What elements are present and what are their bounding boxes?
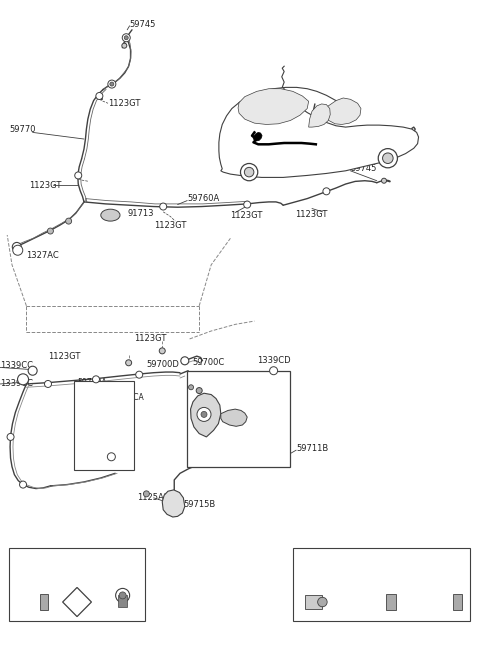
Circle shape [48,228,53,234]
Text: 1123GV: 1123GV [17,561,46,567]
Circle shape [160,203,167,210]
Bar [453,594,462,610]
Bar [118,595,127,607]
Circle shape [144,491,149,497]
Polygon shape [309,104,330,127]
Circle shape [18,374,28,385]
Bar [9,548,145,621]
Circle shape [66,218,72,224]
Text: 1125AL: 1125AL [428,561,454,567]
Circle shape [323,188,330,195]
Polygon shape [191,393,221,437]
Circle shape [244,201,251,208]
Polygon shape [325,98,361,124]
Circle shape [122,34,130,42]
Circle shape [28,366,37,375]
Text: 1123GT: 1123GT [230,211,263,220]
Polygon shape [162,490,185,517]
Text: 44375: 44375 [74,393,99,402]
Circle shape [382,178,386,183]
Text: 1125KB: 1125KB [368,561,395,567]
Text: 59745: 59745 [350,164,377,173]
Circle shape [116,589,130,602]
Bar [293,548,470,621]
Text: 1123GT: 1123GT [48,352,80,361]
Text: 59700C: 59700C [192,358,224,367]
Bar [386,594,396,610]
Text: 59715B: 59715B [184,500,216,509]
Circle shape [110,82,114,86]
Text: 1339CC: 1339CC [0,379,33,388]
Text: 1339CC: 1339CC [0,361,33,370]
Text: 59770: 59770 [10,124,36,134]
Circle shape [159,348,165,354]
Ellipse shape [101,209,120,221]
Text: 1231DB: 1231DB [192,371,226,381]
Polygon shape [238,89,309,124]
Text: 1339CD: 1339CD [257,356,290,365]
Circle shape [108,80,116,88]
Circle shape [201,411,207,418]
Circle shape [7,434,14,440]
Text: 1123GT: 1123GT [295,210,327,219]
Circle shape [270,367,277,375]
Circle shape [383,153,393,164]
Circle shape [181,357,189,365]
Text: 1123GT: 1123GT [108,99,140,109]
Circle shape [126,359,132,366]
Text: 83397: 83397 [66,561,88,567]
Text: 93830: 93830 [111,561,134,567]
Circle shape [75,172,82,179]
Bar [74,381,134,470]
Text: 1123GT: 1123GT [134,334,167,344]
Circle shape [124,36,128,40]
Text: 1123GT: 1123GT [154,220,186,230]
Text: 1351CA: 1351CA [114,393,144,402]
Text: 1731JF: 1731JF [311,561,335,567]
Polygon shape [221,409,247,426]
Circle shape [197,407,211,422]
Text: 93250D: 93250D [192,381,225,390]
Circle shape [196,387,202,394]
Circle shape [96,93,103,99]
Circle shape [13,245,23,256]
Circle shape [108,453,115,461]
Circle shape [119,592,126,599]
Text: 1125AK: 1125AK [137,493,169,502]
Text: 91713: 91713 [127,209,154,218]
Text: 59745: 59745 [130,20,156,29]
Circle shape [12,242,21,252]
Circle shape [93,376,99,383]
Text: 59760A: 59760A [187,194,219,203]
Polygon shape [219,97,419,177]
Polygon shape [253,132,262,141]
Circle shape [20,481,26,488]
Circle shape [122,43,127,48]
Circle shape [136,371,143,378]
Circle shape [378,148,397,168]
Circle shape [45,381,51,387]
Circle shape [189,385,193,390]
Text: 1123GT: 1123GT [29,181,61,190]
Text: 59750A: 59750A [78,378,108,387]
Text: 59700D: 59700D [146,359,179,369]
Bar [305,594,323,609]
Text: 1327AC: 1327AC [26,251,59,260]
Circle shape [244,167,254,177]
Circle shape [318,597,327,607]
Circle shape [240,164,258,181]
Text: 59711B: 59711B [296,444,328,453]
Polygon shape [62,587,91,616]
Bar [40,594,48,610]
Bar [187,371,290,467]
